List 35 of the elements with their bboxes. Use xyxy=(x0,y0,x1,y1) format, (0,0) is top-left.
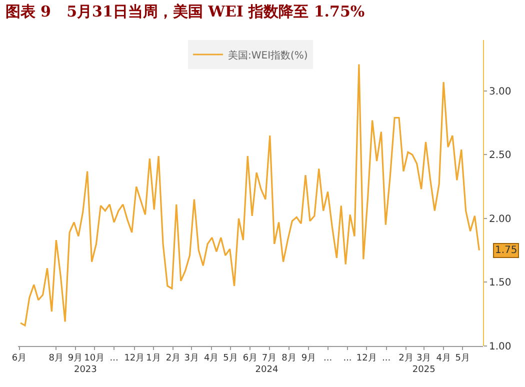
x2-tick-label: 2025 xyxy=(412,365,436,375)
chart-title: 图表 9 5月31日当周，美国 WEI 指数降至 1.75% xyxy=(5,2,365,20)
x-tick-label: 2月 xyxy=(398,354,414,364)
legend-label: 美国:WEI指数(%) xyxy=(228,49,308,62)
y-tick-label: 1.00 xyxy=(489,341,512,352)
x2-tick-label: 2024 xyxy=(255,365,278,375)
line-series xyxy=(20,63,480,326)
x-tick-label: 8月 xyxy=(48,354,64,364)
x-tick-label: 12月 xyxy=(356,354,377,364)
x-tick-label: 4月 xyxy=(204,354,219,364)
x-tick-label: 3月 xyxy=(416,354,432,364)
x-tick-label: 4月 xyxy=(436,354,451,364)
y-tick-label: 3.00 xyxy=(489,86,512,98)
x-tick-label: ... xyxy=(110,354,118,364)
y-tick-label: 1.50 xyxy=(489,278,512,289)
x-tick-label: 2月 xyxy=(166,354,181,364)
data-label: 1.75 xyxy=(495,245,518,256)
x2-tick-label: 2023 xyxy=(74,365,97,375)
x-tick-label: 1月 xyxy=(146,354,161,364)
x-tick-label: ... xyxy=(382,354,391,364)
x-tick-label: ... xyxy=(323,354,332,364)
x-tick-label: ... xyxy=(343,354,352,364)
x-tick-label: 3月 xyxy=(184,354,200,364)
x-tick-label: 6月 xyxy=(12,354,27,364)
x-tick-label: 10月 xyxy=(84,354,105,364)
x-tick-label: 8月 xyxy=(282,354,296,364)
x-tick-label: 5月 xyxy=(223,354,238,364)
x-tick-label: 6月 xyxy=(242,354,258,364)
y-tick-label: 2.50 xyxy=(489,150,512,162)
x-tick-label: 12月 xyxy=(124,354,145,364)
y-tick-label: 2.00 xyxy=(489,214,512,225)
x-tick-label: 9月 xyxy=(68,354,83,364)
x-tick-label: 5月 xyxy=(455,354,470,364)
x-tick-label: 7月 xyxy=(262,354,277,364)
x-tick-label: 9月 xyxy=(301,354,316,364)
